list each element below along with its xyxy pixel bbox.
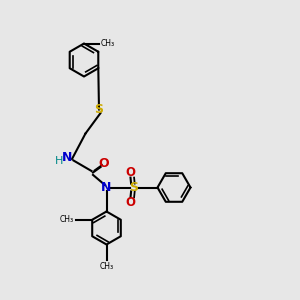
Text: S: S <box>129 181 138 194</box>
Text: H: H <box>55 155 64 166</box>
Text: S: S <box>94 103 103 116</box>
Text: CH₃: CH₃ <box>60 215 74 224</box>
Text: CH₃: CH₃ <box>99 262 114 271</box>
Text: O: O <box>98 157 109 170</box>
Text: N: N <box>101 181 112 194</box>
Text: N: N <box>61 151 72 164</box>
Text: O: O <box>125 166 136 179</box>
Text: O: O <box>125 196 136 209</box>
Text: CH₃: CH₃ <box>100 39 115 48</box>
